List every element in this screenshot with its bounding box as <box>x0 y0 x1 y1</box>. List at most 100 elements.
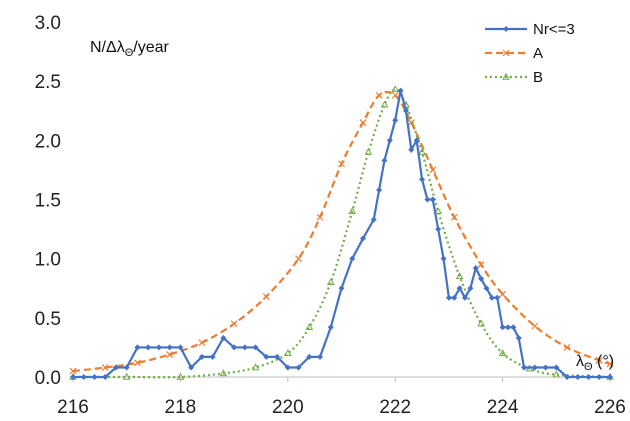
data-point <box>504 324 511 331</box>
data-point <box>467 285 474 292</box>
data-point <box>134 359 141 367</box>
data-point <box>607 374 613 380</box>
data-point <box>209 353 216 360</box>
data-point <box>515 334 522 341</box>
data-point <box>477 261 485 269</box>
data-point <box>408 146 415 153</box>
data-point <box>284 364 291 371</box>
data-point <box>123 364 130 371</box>
data-point <box>349 255 356 262</box>
data-point <box>155 344 162 351</box>
data-point <box>166 351 174 358</box>
data-point <box>553 364 560 371</box>
data-point <box>364 147 373 155</box>
data-point <box>102 374 109 380</box>
data-point <box>306 353 313 360</box>
data-point <box>91 374 98 380</box>
data-point <box>564 374 571 380</box>
y-tick-label: 2.5 <box>35 72 61 93</box>
legend-label: A <box>533 45 543 62</box>
legend-item: B <box>485 69 543 86</box>
x-tick-label: 216 <box>57 397 89 418</box>
data-point <box>499 290 507 298</box>
y-tick-label: 0.5 <box>35 309 61 330</box>
data-point <box>134 344 141 351</box>
data-point <box>402 107 409 114</box>
data-point <box>263 353 270 360</box>
data-point <box>359 119 367 127</box>
legend-item: Nr<=3 <box>485 21 575 38</box>
legend-item: A <box>485 45 543 62</box>
data-point <box>348 207 357 215</box>
x-tick-label: 226 <box>594 397 626 418</box>
data-point <box>434 207 443 215</box>
data-point <box>498 349 507 357</box>
series-layer <box>69 85 614 380</box>
legend: Nr<=3 AB <box>485 21 575 86</box>
series-a <box>69 90 614 375</box>
data-point <box>145 344 152 351</box>
data-point <box>478 275 485 282</box>
data-point <box>326 278 335 286</box>
data-point <box>419 176 426 183</box>
data-point <box>327 324 334 331</box>
data-point <box>220 334 227 341</box>
data-point <box>295 255 302 263</box>
data-point <box>305 323 314 330</box>
data-point <box>370 216 377 223</box>
data-point <box>262 293 270 300</box>
data-point <box>101 364 109 371</box>
data-point <box>499 324 506 331</box>
x-tick-label: 222 <box>379 397 411 418</box>
data-point <box>274 353 281 360</box>
data-point <box>488 294 495 301</box>
data-point <box>359 235 366 242</box>
series-line <box>72 90 611 373</box>
series-b <box>69 85 614 380</box>
y-tick-label: 2.0 <box>35 131 61 152</box>
data-point <box>563 343 571 351</box>
data-point <box>230 320 238 328</box>
y-tick-label: 1.0 <box>35 250 61 271</box>
data-point <box>413 137 420 144</box>
data-point <box>231 344 238 351</box>
data-point <box>376 187 383 194</box>
data-point <box>483 285 490 292</box>
data-point <box>407 119 415 127</box>
data-point <box>375 91 383 99</box>
data-point <box>392 117 399 124</box>
data-point <box>338 160 345 168</box>
data-point <box>606 360 614 368</box>
legend-marker <box>503 26 509 32</box>
x-axis-label: λΘ (°) <box>576 353 614 373</box>
legend-marker <box>502 49 510 57</box>
data-point <box>176 372 185 380</box>
x-tick-label: 220 <box>272 397 304 418</box>
data-point <box>424 196 431 203</box>
data-point <box>451 294 458 301</box>
data-point <box>381 157 388 164</box>
x-tick-label: 218 <box>165 397 197 418</box>
data-point <box>456 285 463 292</box>
data-point <box>531 322 539 330</box>
data-point <box>70 374 76 380</box>
data-point <box>198 339 206 347</box>
data-point <box>455 272 464 280</box>
data-point <box>386 137 393 144</box>
data-point <box>472 265 479 272</box>
data-point <box>418 147 426 155</box>
data-point <box>435 226 442 233</box>
series-line <box>73 88 611 379</box>
axes: 216 218 220 222 224 226 0.0 0.5 1.0 1.5 2.0 2.5 3.0 <box>35 13 626 418</box>
data-point <box>477 319 485 327</box>
data-point <box>494 294 501 301</box>
data-point <box>69 367 77 375</box>
data-point <box>338 285 345 292</box>
x-tick-label: 224 <box>487 397 519 418</box>
data-point <box>122 372 131 380</box>
data-point <box>521 364 528 371</box>
y-tick-label: 3.0 <box>35 13 61 34</box>
data-point <box>574 374 581 380</box>
data-point <box>188 364 195 371</box>
